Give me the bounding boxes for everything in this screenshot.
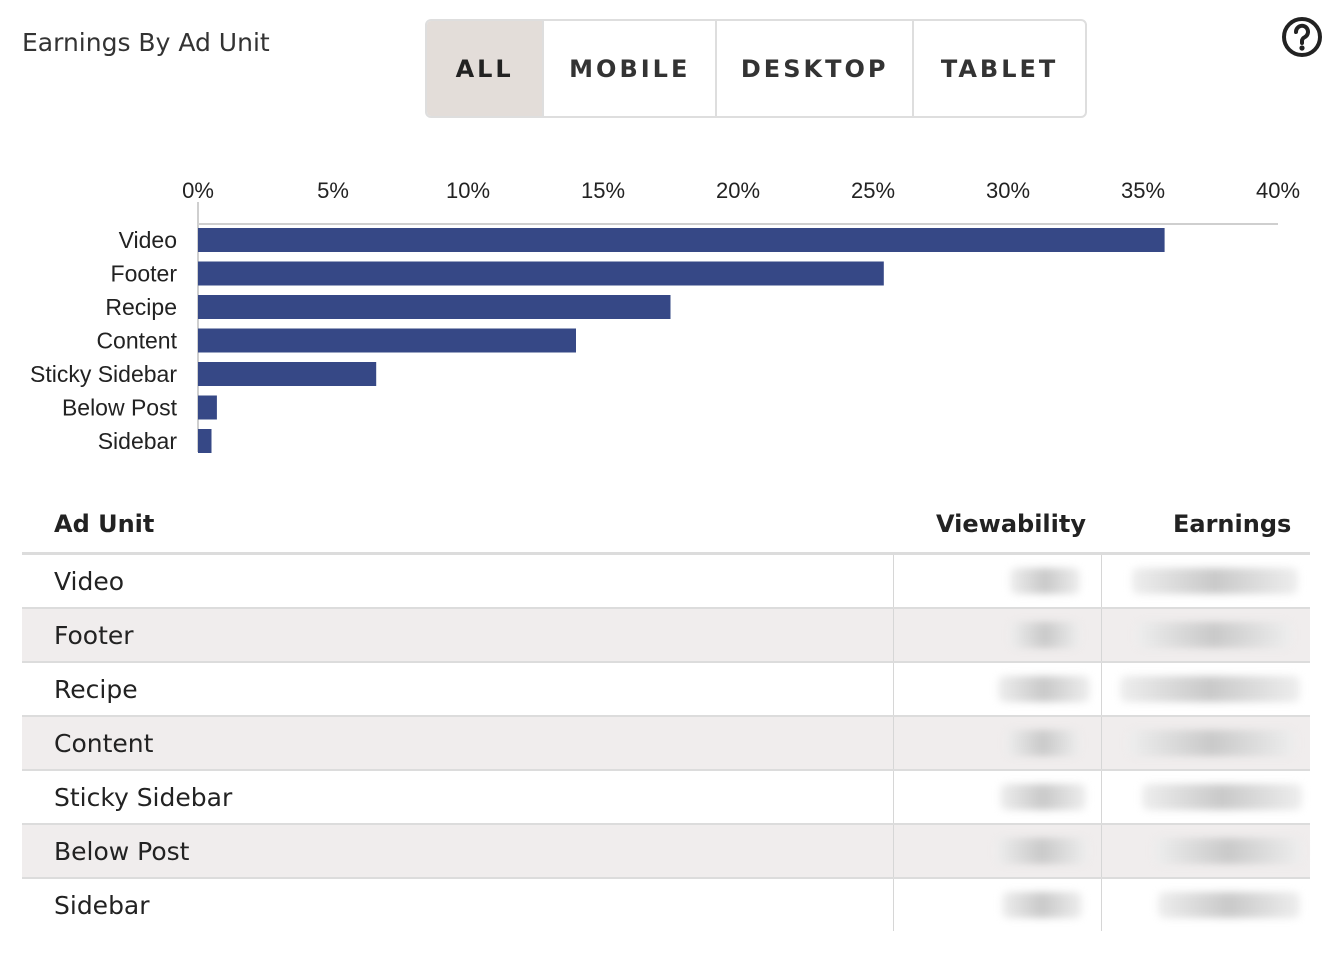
bar-sidebar[interactable] — [198, 429, 212, 453]
table-row: Sticky Sidebar — [22, 771, 1310, 825]
viewability-value-redacted — [1010, 622, 1080, 648]
earnings-value-redacted — [1136, 622, 1292, 648]
column-divider — [1101, 771, 1102, 823]
viewability-value-redacted — [1006, 730, 1080, 756]
x-tick-label: 0% — [182, 178, 214, 203]
header-viewability[interactable]: Viewability — [936, 510, 1086, 538]
table-row: Sidebar — [22, 879, 1310, 931]
earnings-value-redacted — [1158, 892, 1300, 918]
earnings-value-redacted — [1132, 568, 1298, 594]
ad-unit-name: Recipe — [54, 675, 138, 704]
table-body: Video Footer Recipe Content Sticky Sidebar Be… — [22, 555, 1310, 931]
ad-unit-table: Ad Unit Viewability Earnings Video Footer… — [22, 500, 1310, 931]
viewability-value-redacted — [1000, 784, 1086, 810]
earnings-value-redacted — [1154, 838, 1302, 864]
category-label: Footer — [111, 261, 178, 287]
column-divider — [893, 663, 894, 715]
earnings-value-redacted — [1142, 784, 1302, 810]
table-row: Recipe — [22, 663, 1310, 717]
column-divider — [1101, 879, 1102, 931]
category-label: Sidebar — [98, 428, 178, 454]
x-tick-label: 15% — [581, 178, 625, 203]
filter-mobile-button[interactable]: MOBILE — [544, 21, 718, 116]
ad-unit-name: Below Post — [54, 837, 190, 866]
table-row: Content — [22, 717, 1310, 771]
category-label: Recipe — [105, 294, 177, 320]
header-ad-unit[interactable]: Ad Unit — [54, 510, 155, 538]
bar-video[interactable] — [198, 228, 1165, 252]
x-tick-label: 30% — [986, 178, 1030, 203]
x-tick-label: 40% — [1256, 178, 1300, 203]
column-divider — [1101, 825, 1102, 877]
ad-unit-name: Sticky Sidebar — [54, 783, 233, 812]
table-row: Below Post — [22, 825, 1310, 879]
x-tick-label: 25% — [851, 178, 895, 203]
x-tick-label: 10% — [446, 178, 490, 203]
column-divider — [1101, 555, 1102, 607]
earnings-bar-chart: 0% 5% 10% 15% 20% 25% 30% 35% 40% Video Footer Reci… — [30, 178, 1300, 454]
category-label: Sticky Sidebar — [30, 361, 177, 387]
ad-unit-name: Video — [54, 567, 125, 596]
x-tick-label: 20% — [716, 178, 760, 203]
filter-all-button[interactable]: ALL — [427, 21, 545, 116]
ad-unit-name: Footer — [54, 621, 134, 650]
column-divider — [893, 717, 894, 769]
column-divider — [893, 879, 894, 931]
ad-unit-name: Content — [54, 729, 154, 758]
viewability-value-redacted — [998, 676, 1090, 702]
viewability-value-redacted — [1002, 892, 1082, 918]
column-divider — [1101, 663, 1102, 715]
table-header: Ad Unit Viewability Earnings — [22, 500, 1310, 555]
column-divider — [1101, 609, 1102, 661]
table-row: Video — [22, 555, 1310, 609]
question-circle-icon — [1282, 17, 1322, 57]
column-divider — [893, 555, 894, 607]
viewability-value-redacted — [996, 838, 1088, 864]
bar-recipe[interactable] — [198, 295, 671, 319]
category-label: Below Post — [62, 395, 178, 421]
device-filter: ALL MOBILE DESKTOP TABLET — [425, 19, 1087, 118]
bar-footer[interactable] — [198, 261, 884, 286]
panel-title: Earnings By Ad Unit — [22, 28, 270, 57]
table-row: Footer — [22, 609, 1310, 663]
header-earnings[interactable]: Earnings — [1173, 510, 1292, 538]
column-divider — [893, 609, 894, 661]
filter-desktop-button[interactable]: DESKTOP — [717, 21, 915, 116]
x-tick-label: 5% — [317, 178, 349, 203]
x-tick-label: 35% — [1121, 178, 1165, 203]
category-label: Content — [96, 328, 177, 354]
column-divider — [893, 825, 894, 877]
bar-sticky-sidebar[interactable] — [198, 362, 377, 386]
column-divider — [893, 771, 894, 823]
viewability-value-redacted — [1010, 568, 1080, 594]
bar-content[interactable] — [198, 328, 576, 353]
help-button[interactable] — [1281, 16, 1323, 58]
ad-unit-name: Sidebar — [54, 891, 150, 920]
earnings-value-redacted — [1120, 676, 1300, 702]
bar-below-post[interactable] — [198, 395, 217, 420]
filter-tablet-button[interactable]: TABLET — [940, 54, 1059, 83]
category-label: Video — [119, 227, 177, 253]
earnings-value-redacted — [1128, 730, 1296, 756]
column-divider — [1101, 717, 1102, 769]
